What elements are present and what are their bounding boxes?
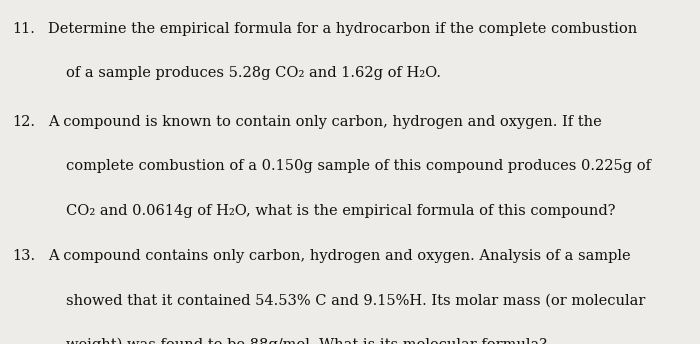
Text: weight) was found to be 88g/mol. What is its molecular formula?: weight) was found to be 88g/mol. What is… — [66, 338, 547, 344]
Text: of a sample produces 5.28g CO₂ and 1.62g of H₂O.: of a sample produces 5.28g CO₂ and 1.62g… — [66, 66, 442, 80]
Text: A compound contains only carbon, hydrogen and oxygen. Analysis of a sample: A compound contains only carbon, hydroge… — [48, 249, 630, 263]
Text: CO₂ and 0.0614g of H₂O, what is the empirical formula of this compound?: CO₂ and 0.0614g of H₂O, what is the empi… — [66, 204, 616, 218]
Text: complete combustion of a 0.150g sample of this compound produces 0.225g of: complete combustion of a 0.150g sample o… — [66, 159, 652, 173]
Text: showed that it contained 54.53% C and 9.15%H. Its molar mass (or molecular: showed that it contained 54.53% C and 9.… — [66, 293, 646, 308]
Text: 13.: 13. — [13, 249, 36, 263]
Text: Determine the empirical formula for a hydrocarbon if the complete combustion: Determine the empirical formula for a hy… — [48, 22, 637, 36]
Text: 11.: 11. — [13, 22, 36, 36]
Text: A compound is known to contain only carbon, hydrogen and oxygen. If the: A compound is known to contain only carb… — [48, 115, 601, 129]
Text: 12.: 12. — [13, 115, 36, 129]
